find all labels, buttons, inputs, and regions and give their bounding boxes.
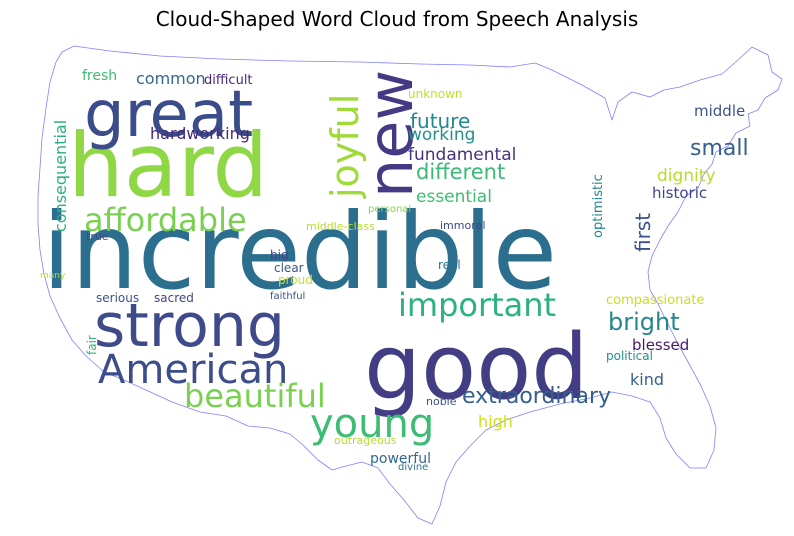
word-clear: clear — [274, 261, 304, 275]
word-common: common — [136, 69, 206, 88]
word-true: true — [86, 230, 109, 243]
word-young: young — [310, 401, 434, 447]
word-affordable: affordable — [84, 201, 247, 239]
word-different: different — [416, 160, 505, 184]
word-strong: strong — [94, 291, 285, 361]
word-consequential: consequential — [51, 120, 70, 232]
word-good: good — [364, 315, 588, 420]
word-divine: divine — [398, 462, 428, 473]
word-american: American — [98, 347, 288, 393]
word-political: political — [606, 349, 653, 363]
word-historic: historic — [652, 184, 707, 202]
word-outrageous: outrageous — [334, 434, 397, 447]
word-high: high — [478, 412, 513, 431]
word-fundamental: fundamental — [408, 145, 516, 165]
word-fair: fair — [85, 335, 99, 355]
us-map-outline — [37, 45, 783, 525]
word-personal: personal — [368, 204, 411, 215]
word-important: important — [398, 286, 556, 324]
word-new: new — [354, 70, 427, 198]
word-big: big — [270, 248, 289, 262]
word-future: future — [410, 109, 470, 133]
word-kind: kind — [630, 370, 664, 389]
chart-title: Cloud-Shaped Word Cloud from Speech Anal… — [155, 7, 639, 31]
word-middle: middle — [694, 102, 745, 120]
word-working: working — [408, 125, 475, 145]
word-faithful: faithful — [270, 291, 305, 302]
word-extraordinary: extraordinary — [462, 384, 611, 409]
word-hard: hard — [68, 114, 268, 217]
word-incredible: incredible — [42, 191, 557, 313]
word-middle-class: middle-class — [306, 220, 375, 233]
word-small: small — [690, 136, 749, 161]
word-beautiful: beautiful — [184, 377, 326, 415]
word-immoral: immoral — [440, 219, 486, 232]
word-optimistic: optimistic — [591, 174, 606, 238]
word-blessed: blessed — [632, 336, 689, 354]
word-great: great — [84, 78, 253, 152]
word-sacred: sacred — [154, 291, 194, 305]
word-bright: bright — [608, 308, 680, 336]
word-unknown: unknown — [408, 87, 463, 101]
word-proud: proud — [278, 273, 313, 287]
word-powerful: powerful — [370, 451, 431, 467]
word-dignity: dignity — [657, 166, 716, 186]
word-first: first — [631, 213, 655, 252]
word-fresh: fresh — [82, 68, 117, 84]
word-essential: essential — [416, 187, 492, 207]
word-joyful: joyful — [323, 94, 367, 199]
word-noble: noble — [426, 395, 457, 408]
word-compassionate: compassionate — [606, 293, 704, 308]
word-difficult: difficult — [204, 73, 253, 88]
word-hardworking: hardworking — [150, 124, 250, 143]
word-serious: serious — [96, 291, 139, 305]
word-many: many — [40, 271, 66, 281]
word-real: real — [438, 258, 461, 272]
